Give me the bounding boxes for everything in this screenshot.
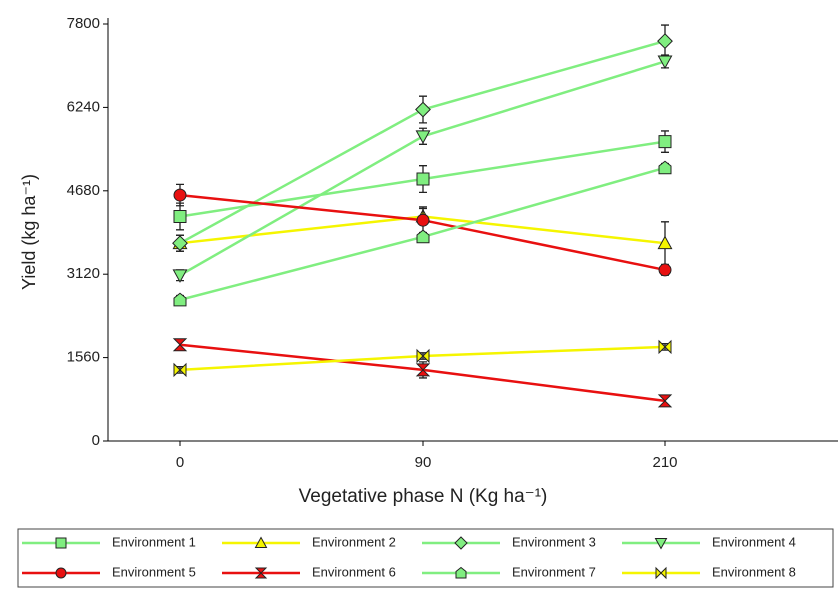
legend-label: Environment 4 [712, 534, 796, 549]
marker [657, 235, 673, 250]
marker [173, 188, 187, 202]
x-tick-label: 210 [652, 454, 677, 471]
marker [657, 55, 673, 70]
legend-label: Environment 5 [112, 564, 196, 579]
y-tick-label: 4680 [67, 182, 100, 199]
marker [455, 566, 467, 579]
marker [657, 394, 673, 408]
marker [658, 339, 672, 355]
marker [658, 160, 672, 175]
marker [415, 130, 431, 144]
marker [658, 135, 672, 149]
y-tick-label: 7800 [67, 15, 100, 32]
marker [415, 363, 431, 377]
marker [415, 101, 431, 118]
marker [657, 33, 673, 50]
marker [173, 292, 187, 307]
legend-label: Environment 8 [712, 564, 796, 579]
marker [658, 263, 672, 277]
marker [55, 567, 67, 579]
x-axis-title: Vegetative phase N (Kg ha⁻¹) [299, 486, 548, 507]
marker [173, 362, 187, 378]
marker [55, 537, 67, 549]
marker [416, 213, 430, 227]
marker [254, 567, 268, 579]
x-tick-label: 90 [415, 454, 432, 471]
y-tick-label: 3120 [67, 265, 100, 282]
marker [654, 538, 668, 550]
marker [172, 235, 188, 252]
y-axis-title: Yield (kg ha⁻¹) [19, 174, 39, 290]
y-tick-label: 0 [92, 432, 100, 449]
y-tick-label: 6240 [67, 98, 100, 115]
legend-label: Environment 1 [112, 534, 196, 549]
marker [254, 536, 268, 548]
marker [172, 338, 188, 352]
legend-box [17, 528, 834, 588]
marker [416, 172, 430, 186]
y-tick-label: 1560 [67, 349, 100, 366]
legend-label: Environment 2 [312, 534, 396, 549]
legend-label: Environment 3 [512, 534, 596, 549]
marker [655, 566, 667, 580]
marker [416, 348, 430, 364]
marker [454, 536, 468, 550]
x-tick-label: 0 [176, 454, 184, 471]
marker [172, 269, 188, 283]
marker [173, 209, 187, 223]
legend-label: Environment 6 [312, 564, 396, 579]
marker [416, 229, 430, 244]
legend-label: Environment 7 [512, 564, 596, 579]
